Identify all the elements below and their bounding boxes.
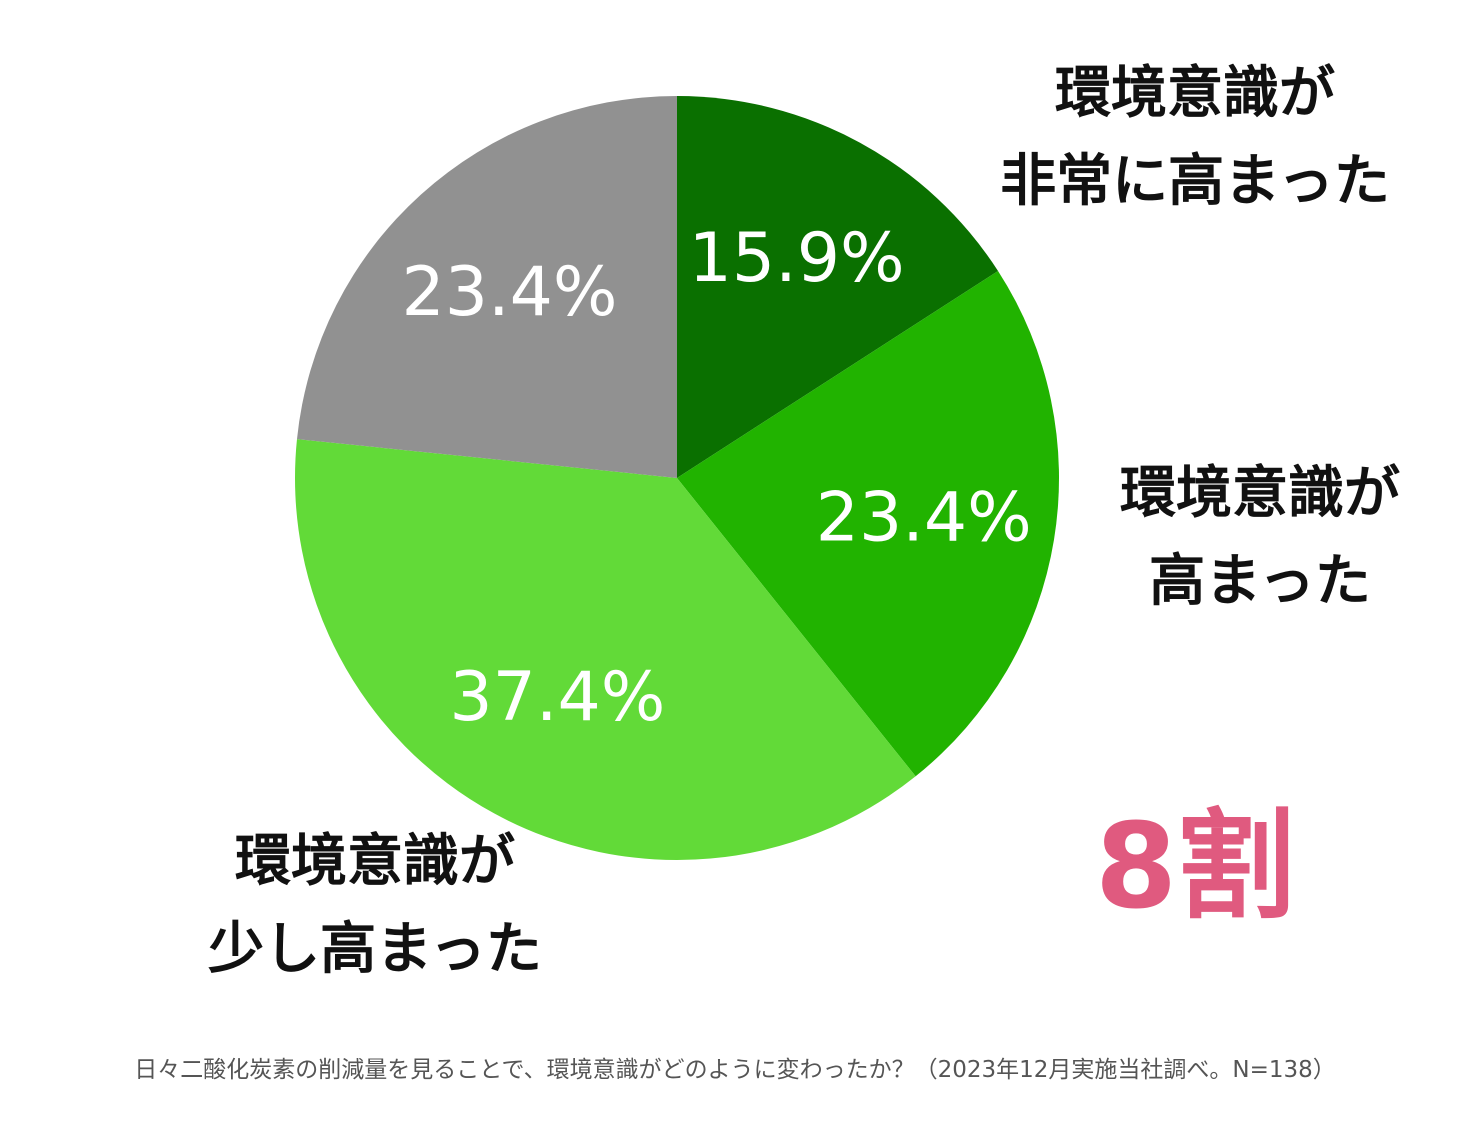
- legend-label-slightly-high: 環境意識が 少し高まった: [190, 818, 560, 994]
- pie-slice-other: [296, 96, 677, 478]
- legend-label-very-high-line2: 非常に高まった: [1000, 149, 1390, 214]
- legend-label-slightly-high-line1: 環境意識が: [235, 829, 515, 894]
- legend-label-very-high: 環境意識が 非常に高まった: [985, 50, 1405, 226]
- legend-label-high-line2: 高まった: [1149, 549, 1371, 614]
- legend-label-high-line1: 環境意識が: [1120, 461, 1400, 526]
- pie-label-very-high: 15.9%: [689, 219, 905, 298]
- pie-label-high: 23.4%: [816, 479, 1032, 558]
- pie-slice-slightly-high: [295, 439, 916, 860]
- chart-caption: 日々二酸化炭素の削減量を見ることで、環境意識がどのように変わったか？（2023年…: [134, 1057, 1336, 1083]
- pie-slice-very-high: [677, 96, 999, 478]
- pie-label-other: 23.4%: [401, 253, 617, 332]
- legend-label-high: 環境意識が 高まった: [1105, 450, 1415, 626]
- highlight-annotation: 8割: [1094, 797, 1296, 935]
- legend-label-very-high-line1: 環境意識が: [1055, 61, 1335, 126]
- pie-slice-high: [677, 270, 1059, 777]
- pie-label-slightly-high: 37.4%: [449, 658, 665, 737]
- legend-label-slightly-high-line2: 少し高まった: [208, 917, 542, 982]
